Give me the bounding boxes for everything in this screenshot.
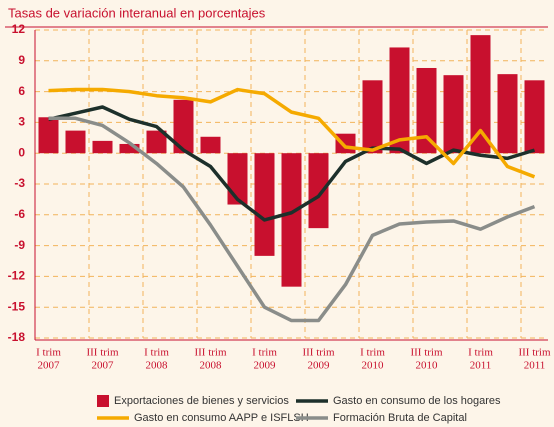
x-tick-year: 2010 [416,360,439,372]
bar [389,47,410,154]
x-tick-label: III trim [302,347,335,359]
legend-label: Exportaciones de bienes y servicios [114,395,289,407]
y-tick-label: -3 [14,176,25,190]
bar [335,133,356,154]
x-tick-year: 2009 [254,360,277,372]
bar [443,75,464,154]
x-tick-label: III trim [410,347,443,359]
line [48,116,536,323]
x-tick-label: III trim [194,347,227,359]
x-tick-year: 2007 [92,360,115,372]
x-tick-label: I trim [252,347,277,359]
y-tick-label: 3 [18,115,25,129]
x-tick-label: III trim [86,347,119,359]
x-tick-label: I trim [36,347,61,359]
x-tick-label: I trim [468,347,493,359]
bar [38,117,59,154]
legend-swatch [97,395,109,407]
bar [308,153,329,229]
bar [362,80,383,154]
bar [497,74,518,154]
bar [65,130,86,154]
bar [173,99,194,154]
line [48,87,536,179]
y-tick-label: -15 [8,299,26,313]
x-tick-year: 2011 [470,360,492,372]
legend-label: Gasto en consumo AAPP e ISFLSH [134,412,309,424]
x-tick-label: III trim [518,347,551,359]
x-tick-year: 2009 [308,360,331,372]
chart-title: Tasas de variación interanual en porcent… [8,5,266,20]
legend-label: Gasto en consumo de los hogares [333,395,501,407]
y-tick-label: 12 [12,22,26,36]
bar [416,67,437,154]
x-tick-year: 2011 [524,360,546,372]
legend-label: Formación Bruta de Capital [333,412,467,424]
x-tick-year: 2010 [362,360,385,372]
bar [524,80,545,154]
x-tick-label: I trim [144,347,169,359]
bar [200,136,221,154]
y-tick-label: -6 [14,207,25,221]
y-tick-label: 9 [18,53,25,67]
x-tick-year: 2007 [38,360,61,372]
x-tick-year: 2008 [146,360,169,372]
x-tick-year: 2008 [200,360,223,372]
bar [119,143,140,154]
line [48,105,536,222]
bar [92,140,113,154]
y-tick-label: 6 [18,84,25,98]
bar [281,153,302,287]
y-tick-label: 0 [18,145,25,159]
y-tick-label: -12 [8,269,26,283]
y-tick-label: -18 [8,330,26,344]
bar [254,153,275,256]
y-tick-label: -9 [14,238,25,252]
x-tick-label: I trim [360,347,385,359]
bar [146,130,167,154]
bar [470,35,491,154]
